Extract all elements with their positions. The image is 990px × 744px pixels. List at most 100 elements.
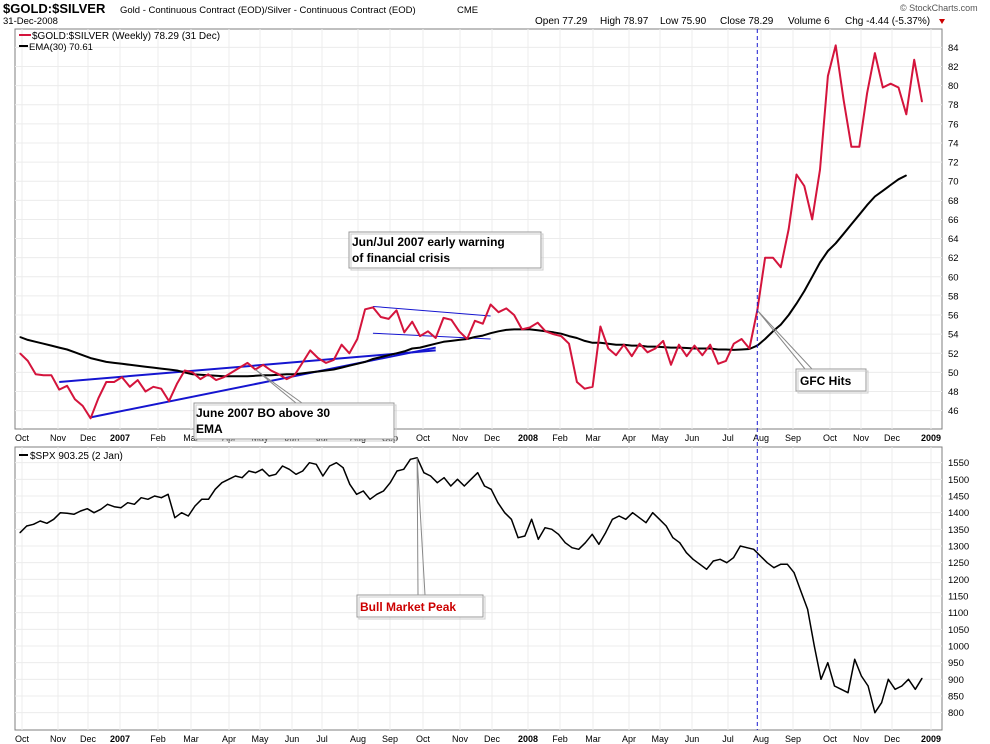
ratio-line-point — [686, 355, 688, 357]
ratio-line-point — [176, 383, 178, 385]
ema-line-point — [74, 351, 76, 353]
spx-line-point — [504, 512, 506, 514]
ema-line-point — [50, 345, 53, 347]
spx-line-point — [632, 512, 634, 514]
x-tick-label: Oct — [15, 433, 30, 443]
ratio-series — [19, 44, 923, 420]
ratio-line-point — [427, 330, 429, 332]
x-tick-label: Sep — [382, 734, 398, 744]
upper-annotations: Jun/Jul 2007 early warning of financial … — [193, 231, 869, 442]
ratio-line-point — [803, 185, 805, 187]
ratio-line-point — [333, 359, 335, 361]
ema-line-point — [482, 335, 484, 337]
spx-line-point — [443, 477, 445, 479]
ema-line-point — [788, 314, 790, 316]
x-tick-label: Dec — [484, 433, 501, 443]
ema-line-point — [568, 335, 570, 337]
spx-line-point — [308, 462, 310, 464]
ratio-line-point — [552, 333, 555, 335]
spx-line-point — [497, 502, 499, 504]
gfc-shadow — [797, 370, 869, 394]
spx-line-point — [403, 468, 405, 470]
spx-line-point — [302, 470, 304, 472]
ema-line-point — [607, 343, 609, 345]
spx-line-point — [712, 560, 714, 562]
y-tick-label: 58 — [948, 291, 959, 302]
spx-line-point — [73, 513, 75, 515]
ema-line-point — [537, 329, 539, 331]
ratio-line-point — [819, 169, 821, 171]
upper-panel-frame — [14, 28, 943, 430]
ema-line-point — [317, 370, 319, 373]
spx-line-point — [732, 557, 735, 559]
spx-line-point — [160, 497, 162, 499]
spx-line-point — [827, 662, 829, 664]
spx-line-point — [207, 498, 210, 500]
spx-line-point — [436, 482, 438, 484]
upper-y-axis: 46 48 50 52 54 56 58 60 62 64 66 68 70 72 74 76 78 80 82 84 — [948, 43, 959, 417]
x-tick-label: Dec — [80, 433, 97, 443]
chart-date: 31-Dec-2008 — [3, 16, 58, 27]
spx-line-point — [80, 510, 82, 512]
spx-line-point — [860, 675, 863, 677]
ratio-line-point — [74, 398, 76, 400]
spx-line-point — [53, 518, 55, 520]
spx-line-point — [241, 477, 243, 479]
ratio-line-point — [380, 316, 382, 318]
ratio-line-point — [97, 397, 99, 399]
ratio-line-point — [458, 330, 460, 332]
x-tick-label: Oct — [416, 433, 431, 443]
y-tick-label: 74 — [948, 138, 959, 149]
spx-line-point — [780, 563, 782, 565]
ratio-line-point — [223, 376, 225, 378]
ema-line-point — [631, 345, 633, 347]
ema-line-point — [42, 343, 45, 345]
spx-line-point — [699, 563, 701, 565]
ratio-line-point — [348, 352, 350, 354]
spx-line-point — [315, 463, 317, 465]
x-tick-label: Oct — [823, 433, 838, 443]
spx-line-point — [174, 517, 176, 519]
peak-shadow — [358, 596, 486, 620]
spx-line-point — [753, 548, 755, 550]
spx-line-point — [551, 528, 553, 530]
ema-line-point — [309, 371, 311, 373]
y-tick-label: 68 — [948, 196, 959, 207]
x-tick-label: Oct — [416, 734, 431, 744]
spx-line-point — [490, 488, 492, 490]
spx-line-point — [376, 493, 378, 495]
spx-line-point — [759, 555, 762, 557]
spx-line-point — [470, 478, 472, 480]
y-tick-label: 84 — [948, 43, 959, 54]
ema-line-point — [882, 190, 884, 192]
spx-line-point — [510, 518, 512, 520]
upper-x-axis: Oct Nov Dec 2007 Feb Mar Apr May Jun Jul Aug Sep Oct… — [15, 433, 941, 443]
ratio-line-point — [411, 321, 413, 323]
x-tick-label: Mar — [585, 734, 601, 744]
spx-line-point — [881, 702, 883, 704]
ratio-line-point — [192, 371, 194, 373]
ema-line-point — [764, 338, 766, 340]
ratio-line-point — [199, 378, 201, 380]
spx-line-point — [59, 512, 62, 514]
spx-line-point — [86, 508, 88, 510]
spx-line-point — [389, 482, 391, 484]
spx-line-point — [140, 497, 142, 499]
y-tick-label: 78 — [948, 100, 959, 111]
ema-line-point — [803, 290, 805, 292]
ratio-line-point — [882, 86, 884, 89]
ratio-line-point — [90, 417, 92, 419]
ema-line-point — [552, 331, 555, 333]
lower-annotations: Bull Market Peak — [356, 457, 486, 620]
x-tick-label: Sep — [785, 734, 801, 744]
ema-line-point — [90, 357, 92, 359]
ema-line-point — [231, 375, 233, 377]
ratio-line-point — [843, 99, 845, 101]
ema-line-point — [560, 333, 562, 335]
ratio-line-point — [403, 331, 405, 333]
spx-line-point — [618, 515, 620, 517]
y-tick-label: 800 — [948, 708, 964, 719]
ema-line-point — [662, 346, 664, 348]
ratio-line-point — [419, 335, 421, 337]
